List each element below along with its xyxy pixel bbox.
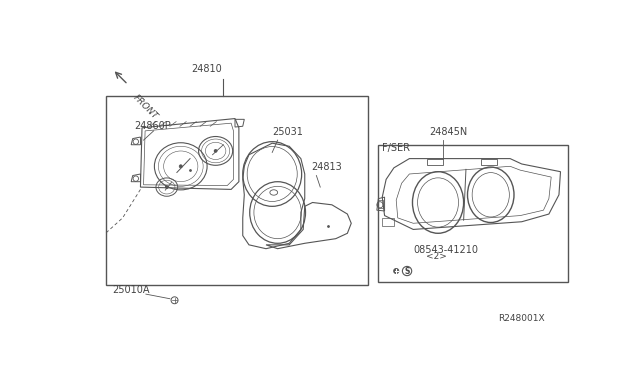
- Circle shape: [214, 150, 217, 152]
- Text: FRONT: FRONT: [131, 93, 159, 121]
- Bar: [106, 96, 367, 285]
- Circle shape: [166, 186, 168, 188]
- Circle shape: [394, 269, 399, 273]
- Text: 08543-41210: 08543-41210: [413, 244, 478, 254]
- Bar: [378, 145, 568, 282]
- Bar: [378, 200, 383, 208]
- Text: 25010A: 25010A: [113, 285, 150, 295]
- Text: 24860P: 24860P: [134, 121, 171, 131]
- Text: F/SER: F/SER: [382, 143, 410, 153]
- Text: R248001X: R248001X: [499, 314, 545, 323]
- Bar: [382, 218, 394, 225]
- Text: S: S: [404, 266, 410, 276]
- Bar: [481, 158, 497, 165]
- Text: 24810: 24810: [191, 64, 221, 74]
- Text: <2>: <2>: [426, 253, 447, 262]
- Bar: [428, 158, 443, 165]
- Text: 24845N: 24845N: [429, 127, 467, 137]
- Text: 24813: 24813: [311, 162, 342, 172]
- Circle shape: [179, 165, 182, 168]
- Text: 25031: 25031: [272, 127, 303, 137]
